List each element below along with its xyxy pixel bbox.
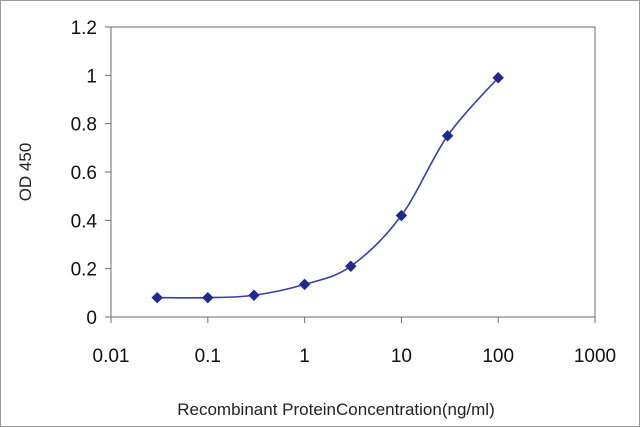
x-tick-label: 0.1 <box>195 346 221 367</box>
data-point <box>492 72 504 84</box>
data-point <box>298 278 311 291</box>
y-tick-label: 0.8 <box>71 115 97 136</box>
y-tick-label: 1.2 <box>71 18 97 39</box>
x-tick-label: 100 <box>482 346 514 367</box>
data-point <box>441 130 454 142</box>
y-tick-label: 0 <box>86 308 97 329</box>
data-point <box>395 209 408 222</box>
y-tick-label: 0.6 <box>71 163 97 184</box>
y-tick-label: 0.4 <box>71 211 98 232</box>
data-point <box>345 260 357 272</box>
series-layer <box>151 72 504 304</box>
x-tick-label: 1000 <box>574 346 616 367</box>
data-point <box>151 291 163 304</box>
y-tick-label: 0.2 <box>71 260 97 281</box>
x-tick-label: 1 <box>299 346 310 367</box>
y-axis: 0 0.2 0.4 0.6 0.8 1 1.2 <box>71 18 111 329</box>
plot-area <box>110 26 596 318</box>
x-tick-label: 10 <box>391 346 412 367</box>
x-axis: 0.01 0.1 1 10 100 1000 <box>93 317 616 367</box>
data-point <box>202 291 214 304</box>
x-axis-title: Recombinant ProteinConcentration(ng/ml) <box>177 400 495 419</box>
y-tick-label: 1 <box>86 66 97 87</box>
data-point <box>248 289 260 301</box>
y-axis-title: OD 450 <box>16 143 35 202</box>
x-tick-label: 0.01 <box>93 346 130 367</box>
